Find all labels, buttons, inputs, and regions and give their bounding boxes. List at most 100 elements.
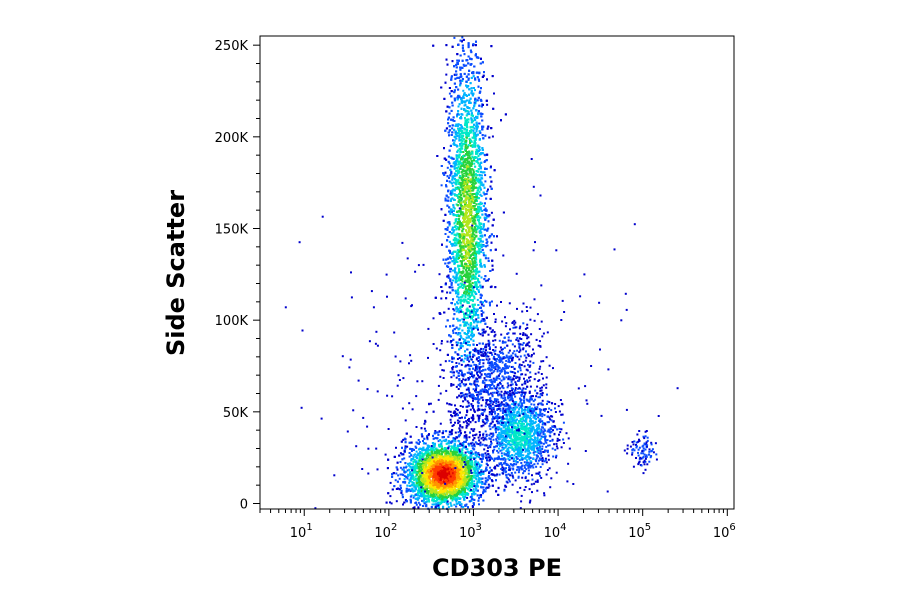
data-point [419, 503, 422, 506]
data-point [449, 476, 452, 479]
data-point [432, 486, 435, 489]
data-point [430, 473, 433, 476]
data-point [445, 476, 448, 478]
data-point [442, 430, 445, 433]
data-point [436, 486, 439, 489]
data-point [471, 493, 473, 496]
data-points-layer [284, 36, 679, 510]
data-point [405, 466, 407, 469]
data-point [455, 489, 458, 492]
data-point [421, 484, 424, 487]
data-point [460, 503, 463, 506]
data-point [422, 466, 424, 469]
data-point [477, 461, 479, 464]
data-point [468, 468, 471, 471]
data-point [484, 477, 487, 480]
data-point [444, 447, 447, 449]
data-point [420, 466, 423, 468]
data-point [440, 474, 443, 476]
data-point [421, 464, 424, 467]
data-point [422, 500, 425, 503]
data-point [482, 455, 485, 458]
data-point [447, 506, 450, 509]
data-point [464, 493, 467, 496]
data-point [487, 486, 490, 489]
data-point [432, 498, 435, 501]
data-point [428, 500, 431, 503]
data-point [467, 472, 470, 475]
data-point [487, 456, 490, 459]
data-point [438, 456, 441, 459]
data-point [476, 472, 479, 475]
data-point [462, 467, 465, 470]
data-point [430, 484, 433, 487]
data-point [473, 448, 476, 451]
data-point [432, 466, 435, 468]
data-point [424, 429, 427, 432]
data-point [415, 467, 418, 470]
data-point [410, 454, 413, 457]
data-point [469, 454, 472, 457]
data-point [437, 458, 440, 461]
data-point [453, 475, 456, 478]
data-point [421, 499, 424, 502]
data-point [458, 466, 461, 469]
data-point [437, 440, 440, 443]
data-point [475, 464, 478, 467]
data-point [453, 467, 456, 470]
data-point [391, 475, 394, 478]
data-point [474, 468, 477, 471]
data-point [422, 495, 425, 498]
data-point [448, 474, 451, 477]
data-point [399, 484, 402, 487]
data-point [438, 452, 440, 455]
data-point [473, 474, 476, 477]
data-point [447, 455, 450, 458]
data-point [455, 505, 458, 508]
data-point [467, 464, 470, 467]
data-point [479, 444, 482, 447]
data-point [452, 455, 455, 458]
data-point [431, 468, 434, 471]
data-point [431, 499, 434, 502]
data-point [453, 487, 456, 490]
data-point [410, 459, 413, 462]
data-point [453, 473, 456, 475]
data-point [432, 494, 435, 497]
data-point [479, 474, 482, 477]
data-point [418, 484, 421, 487]
data-point [424, 480, 427, 483]
data-point [422, 477, 425, 480]
data-point [470, 465, 473, 468]
data-point [441, 478, 444, 481]
data-point [401, 493, 404, 496]
data-point [452, 489, 455, 492]
data-point [455, 491, 458, 494]
data-point [431, 454, 434, 457]
data-point [423, 468, 426, 470]
data-point [480, 469, 483, 472]
data-point [484, 490, 487, 493]
data-point [467, 480, 470, 483]
data-point [440, 452, 443, 455]
data-point [435, 476, 438, 479]
data-point [473, 503, 475, 506]
data-point [450, 482, 453, 484]
data-point [437, 483, 439, 485]
data-point [413, 506, 416, 509]
data-point [466, 461, 469, 464]
data-point [396, 468, 399, 471]
data-point [430, 480, 433, 483]
data-point [399, 487, 402, 490]
data-point [447, 484, 450, 487]
data-point [430, 471, 433, 474]
data-point [455, 502, 458, 505]
data-point [414, 445, 417, 448]
data-point [407, 462, 410, 465]
data-point [455, 478, 458, 481]
data-point [437, 463, 440, 466]
data-point [447, 465, 450, 468]
data-point [443, 474, 446, 477]
data-point [454, 431, 457, 434]
